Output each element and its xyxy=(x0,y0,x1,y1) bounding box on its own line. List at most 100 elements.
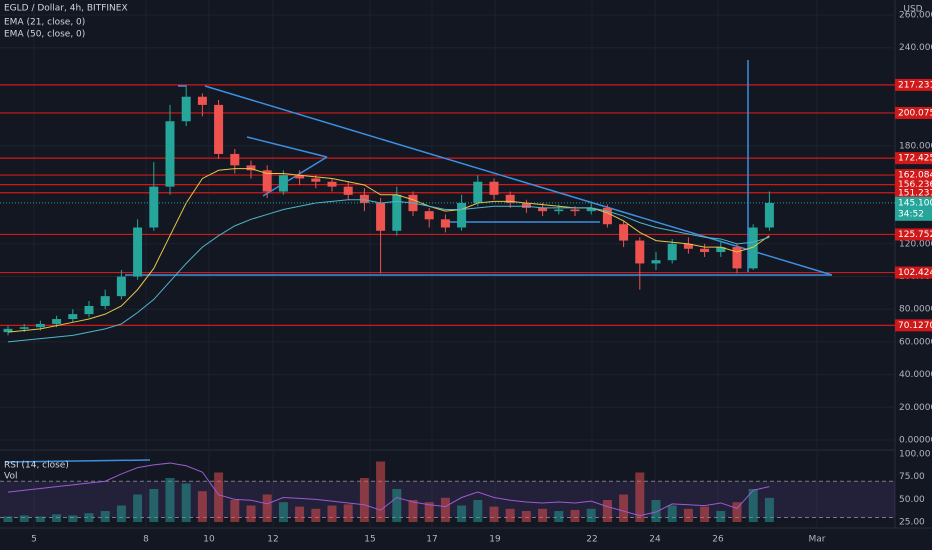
y-tick-label: 120.00000000 xyxy=(899,239,932,249)
level-tag xyxy=(895,152,932,165)
candle-body xyxy=(554,209,564,212)
volume-bar xyxy=(635,472,645,522)
level-label: 172.42525767 xyxy=(898,154,932,164)
rsi-line xyxy=(7,462,770,517)
volume-bar xyxy=(602,500,612,522)
candle-body xyxy=(262,170,272,192)
level-label: 162.08422550 xyxy=(898,171,932,181)
x-tick-label: 5 xyxy=(31,535,37,545)
candle-body xyxy=(667,243,677,261)
volume-bar xyxy=(554,511,564,522)
candle-body xyxy=(295,175,305,179)
x-tick-label: 24 xyxy=(649,535,661,545)
trend-line xyxy=(204,85,833,276)
rsi-trend-line xyxy=(4,459,151,463)
volume-bar xyxy=(84,513,94,522)
candle-body xyxy=(133,227,143,277)
candle-body xyxy=(392,194,402,231)
level-label: 156.23666461 xyxy=(898,180,932,190)
volume-bar xyxy=(424,502,434,522)
volume-bar xyxy=(311,508,321,522)
candle-body xyxy=(635,240,645,264)
candle-body xyxy=(3,328,13,333)
volume-bar xyxy=(3,516,13,522)
x-tick-label: 12 xyxy=(267,535,278,545)
x-tick-label: 22 xyxy=(586,535,597,545)
volume-bar xyxy=(327,505,337,522)
symbol-title: EGLD / Dollar, 4h, BITFINEX xyxy=(4,4,128,14)
volume-bar xyxy=(700,506,710,522)
ema-line xyxy=(7,199,770,343)
currency-label: USD xyxy=(903,5,922,15)
candle-body xyxy=(35,323,45,328)
level-tag xyxy=(895,186,932,199)
level-label: 102.42469230 xyxy=(898,268,932,278)
indicator-label: EMA (21, close, 0) xyxy=(4,18,85,28)
last-price-label: 145.10000000 xyxy=(898,198,932,208)
volume-bar xyxy=(52,514,62,522)
candle-body xyxy=(311,178,321,182)
candle-body xyxy=(68,314,78,320)
last-price-tag xyxy=(895,196,932,221)
volume-bar xyxy=(521,511,531,522)
volume-bar xyxy=(197,491,207,522)
candle-body xyxy=(327,181,337,187)
volume-bar xyxy=(359,478,369,522)
level-tag xyxy=(895,78,932,91)
volume-bar xyxy=(570,509,580,522)
volume-bar xyxy=(100,511,110,522)
volume-bar xyxy=(505,508,515,522)
y-tick-label: 60.00000000 xyxy=(899,337,932,347)
volume-bar xyxy=(667,505,677,522)
indicator-label: EMA (50, close, 0) xyxy=(4,30,85,40)
volume-bar xyxy=(133,494,143,522)
candle-body xyxy=(619,224,629,241)
volume-bar xyxy=(116,505,126,522)
volume-bar xyxy=(149,489,159,522)
y-tick-label: 20.00000000 xyxy=(899,403,932,413)
candle-body xyxy=(473,181,483,203)
candle-body xyxy=(538,207,548,212)
volume-bar xyxy=(440,497,450,522)
price-pane: 145.1000000034:52 xyxy=(0,85,932,343)
candle-body xyxy=(505,194,515,203)
candle-body xyxy=(602,207,612,225)
x-tick-label: 26 xyxy=(712,535,724,545)
pennant-line xyxy=(262,156,328,197)
candle-body xyxy=(716,247,726,253)
candle-body xyxy=(748,227,758,269)
rsi-tick-label: 100.00 xyxy=(899,450,931,460)
level-tag xyxy=(895,169,932,182)
candle-body xyxy=(84,305,94,315)
volume-bar xyxy=(246,505,256,522)
candle-body xyxy=(570,209,580,212)
candle-body xyxy=(700,248,710,253)
rsi-tick-label: 75.00 xyxy=(899,472,925,482)
rsi-tick-label: 50.00 xyxy=(899,495,925,505)
x-tick-label: 15 xyxy=(364,535,375,545)
candle-body xyxy=(376,202,386,231)
y-tick-label: 180.00000000 xyxy=(899,141,932,151)
candle-body xyxy=(457,202,467,228)
volume-bar xyxy=(165,478,175,522)
volume-bar xyxy=(651,500,661,522)
level-tag xyxy=(895,266,932,279)
volume-bar xyxy=(262,494,272,522)
levels: 217.23185284 200.07534686 172.42525767 162.… xyxy=(0,78,932,332)
y-tick-label: 80.00000000 xyxy=(899,305,932,315)
x-tick-label: 19 xyxy=(489,535,501,545)
y-tick-label: 260.00000000 xyxy=(899,11,932,21)
candle-body xyxy=(278,175,288,192)
x-tick-label: 10 xyxy=(203,535,215,545)
y-tick-label: 40.00000000 xyxy=(899,370,932,380)
volume-bar xyxy=(392,489,402,522)
drawings xyxy=(4,60,833,463)
ema-line xyxy=(7,168,770,333)
candle-body xyxy=(521,202,531,208)
pennant-line xyxy=(246,136,328,158)
level-label: 125.75280524 xyxy=(898,230,932,240)
volume-bar xyxy=(68,515,78,522)
level-label: 200.07534686 xyxy=(898,108,932,118)
level-tag xyxy=(895,228,932,241)
volume-bar xyxy=(716,511,726,522)
